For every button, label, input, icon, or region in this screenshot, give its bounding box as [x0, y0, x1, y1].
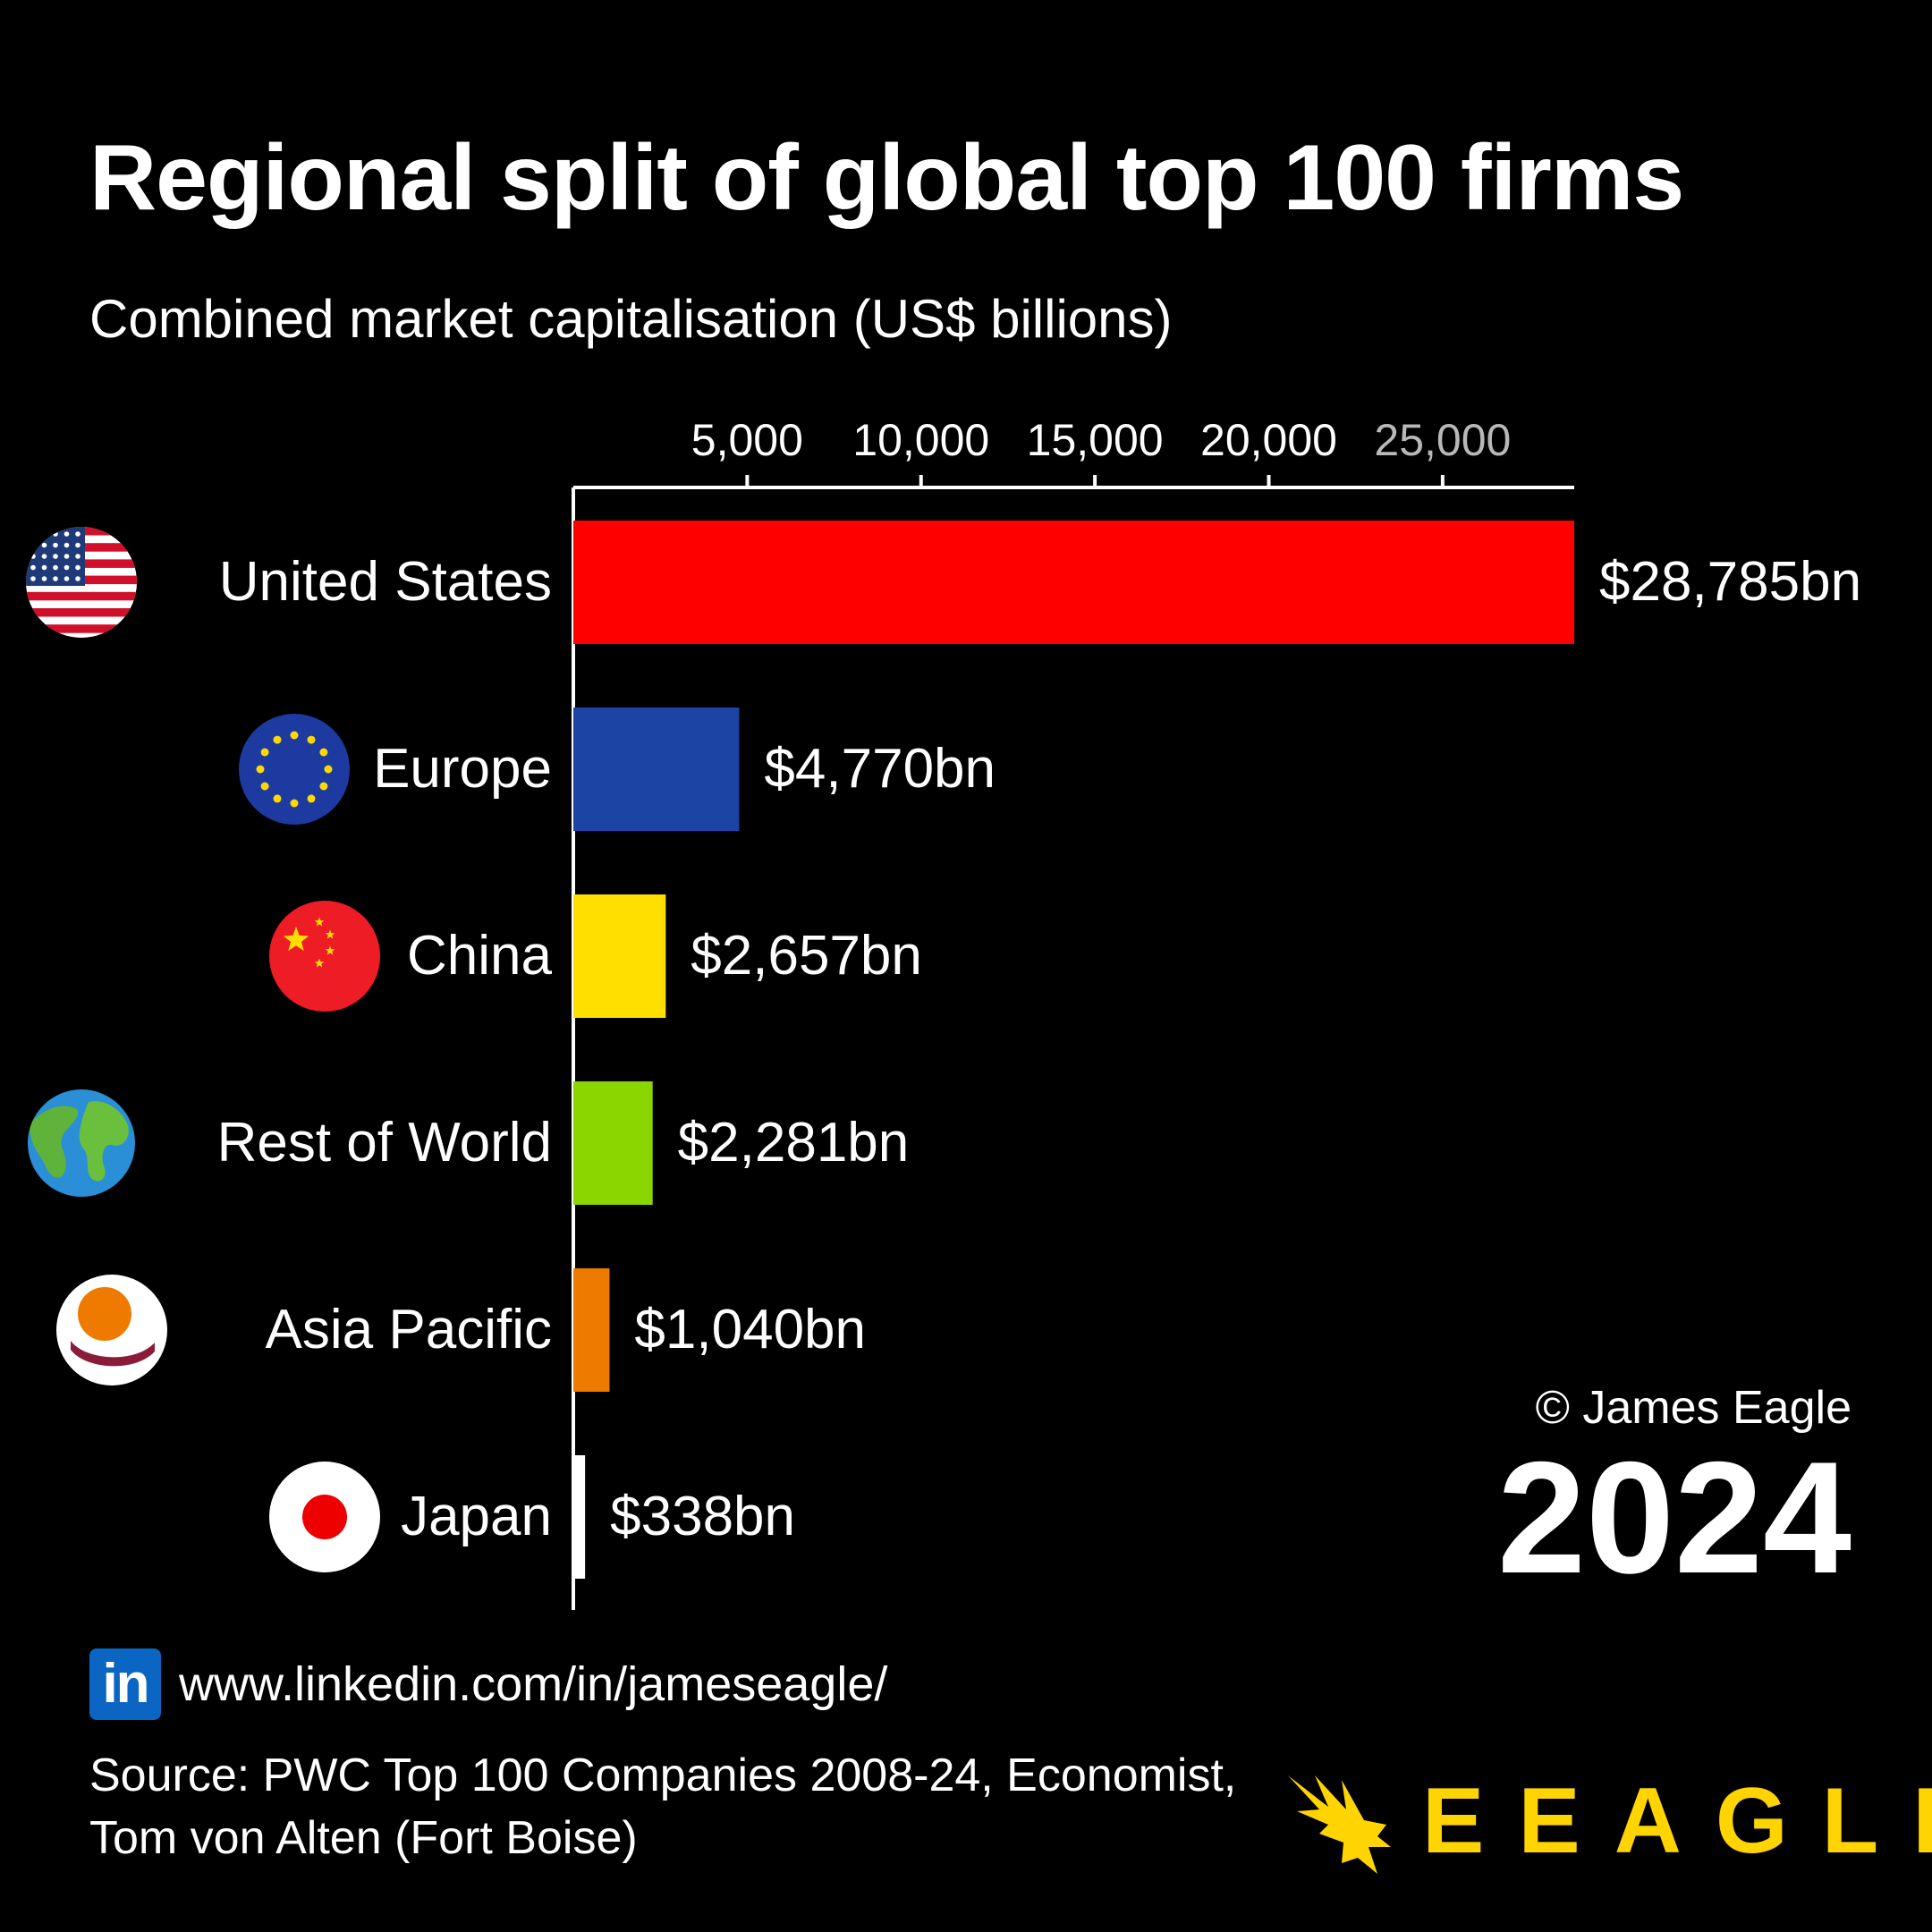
bar: [573, 1268, 610, 1392]
x-tick-label: 25,000: [1374, 415, 1511, 465]
year-label: 2024: [1497, 1428, 1852, 1606]
bar: [573, 521, 1574, 644]
globe-icon: [28, 1089, 135, 1197]
eu-flag-icon: [239, 714, 350, 825]
category-label: China: [407, 925, 553, 987]
eagle-icon: [1288, 1775, 1391, 1874]
category-label: United States: [219, 551, 552, 613]
bar-chart: 5,000 10,000 15,000 20,000 25,000 $28,785bn U…: [26, 415, 1861, 1610]
value-label: $28,785bn: [1599, 551, 1861, 613]
japan-flag-icon: [269, 1462, 380, 1572]
category-label: Asia Pacific: [266, 1299, 552, 1360]
bar: [573, 1455, 586, 1579]
chart-subtitle: Combined market capitalisation (US$ bill…: [89, 289, 1173, 349]
bar: [573, 1081, 653, 1205]
source-note: Source: PWC Top 100 Companies 2008-24, E…: [89, 1744, 1236, 1869]
value-label: $1,040bn: [634, 1299, 866, 1360]
category-label: Rest of World: [217, 1112, 552, 1174]
source-line-1: Source: PWC Top 100 Companies 2008-24, E…: [89, 1750, 1237, 1801]
china-flag-icon: [269, 901, 380, 1012]
linkedin-link[interactable]: in www.linkedin.com/in/jameseagle/: [89, 1648, 887, 1720]
bar: [573, 708, 740, 831]
value-label: $2,657bn: [691, 925, 922, 987]
x-tick-label: 10,000: [852, 415, 989, 465]
x-tick-label: 20,000: [1200, 415, 1337, 465]
bar: [573, 894, 666, 1018]
category-label: Europe: [373, 738, 552, 800]
linkedin-url[interactable]: www.linkedin.com/in/jameseagle/: [179, 1657, 888, 1711]
category-label: Japan: [401, 1486, 552, 1547]
value-label: $2,281bn: [678, 1112, 910, 1174]
value-label: $4,770bn: [764, 738, 996, 800]
asia-pacific-icon: [56, 1275, 167, 1385]
linkedin-icon: in: [89, 1648, 161, 1720]
value-label: $338bn: [610, 1486, 795, 1547]
x-tick-label: 15,000: [1027, 415, 1164, 465]
brand-name: EEAGLI: [1422, 1769, 1932, 1873]
chart-title: Regional split of global top 100 firms: [89, 126, 1684, 230]
copyright-text: © James Eagle: [1535, 1382, 1852, 1434]
x-tick-label: 5,000: [691, 415, 803, 465]
brand-logo: EEAGLI: [1279, 1758, 1932, 1883]
us-flag-icon: [26, 527, 137, 638]
source-line-2: Tom von Alten (Fort Boise): [89, 1812, 638, 1864]
